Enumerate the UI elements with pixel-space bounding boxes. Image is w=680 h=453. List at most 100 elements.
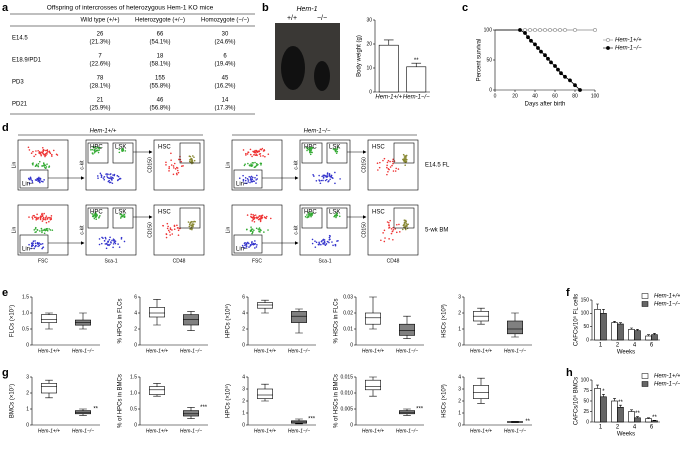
y-axis-label: HPCs (×10⁶) <box>225 304 232 338</box>
event-dot <box>102 177 105 179</box>
event-dot <box>97 151 100 154</box>
event-dot <box>407 223 409 226</box>
genotype-header: Hem-1−/− <box>304 129 331 135</box>
event-dot <box>392 228 395 231</box>
gate-label: LSK <box>329 145 340 151</box>
event-dot <box>264 216 266 219</box>
event-dot <box>117 178 120 181</box>
event-dot <box>255 179 257 181</box>
gate <box>19 169 49 189</box>
event-dot <box>41 247 43 250</box>
flow-y-label: Lin <box>225 161 231 168</box>
event-dot <box>330 174 333 177</box>
event-dot <box>49 229 52 231</box>
event-dot <box>123 213 126 216</box>
panel-label: h <box>566 367 573 379</box>
event-dot <box>105 173 107 175</box>
event-dot <box>326 175 329 177</box>
event-dot <box>403 222 406 225</box>
flow-plot <box>299 139 351 191</box>
table-title: Offspring of intercrosses of heterozygou… <box>47 5 214 12</box>
event-dot <box>259 215 262 217</box>
event-dot <box>110 179 113 181</box>
significance: ** <box>635 411 640 417</box>
event-dot <box>190 225 192 227</box>
event-dot <box>314 246 317 248</box>
event-dot <box>177 229 180 232</box>
event-dot <box>46 227 48 230</box>
event-dot <box>402 153 405 156</box>
event-dot <box>249 230 252 233</box>
box <box>473 385 489 399</box>
event-dot <box>322 242 324 244</box>
event-dot <box>324 179 327 182</box>
gate-label: HPC <box>304 145 317 151</box>
event-dot <box>309 146 312 149</box>
event-dot <box>327 240 329 243</box>
event-dot <box>405 161 407 163</box>
event-dot <box>256 174 258 177</box>
event-dot <box>104 243 107 245</box>
event-dot <box>35 231 37 233</box>
y-tick-label: 100 <box>581 377 590 383</box>
y-tick-label: 0 <box>242 342 245 348</box>
event-dot <box>251 165 253 167</box>
event-dot <box>51 155 53 157</box>
y-axis-label: Percent survival <box>477 39 483 82</box>
event-dot <box>49 152 52 155</box>
x-tick-label: 2 <box>616 425 620 431</box>
event-dot <box>191 228 193 231</box>
event-dot <box>37 216 39 219</box>
event-dot <box>119 177 122 180</box>
point <box>558 28 562 32</box>
event-dot <box>248 246 250 248</box>
table-cell: 78 <box>97 76 104 82</box>
event-dot <box>176 169 179 172</box>
event-dot <box>404 227 407 230</box>
event-dot <box>42 150 45 153</box>
event-dot <box>336 240 338 242</box>
event-dot <box>31 216 34 219</box>
event-dot <box>32 244 35 247</box>
table-cell: 66 <box>157 32 164 38</box>
event-dot <box>32 240 35 243</box>
event-dot <box>120 238 123 240</box>
event-dot <box>46 149 49 151</box>
event-dot <box>305 146 308 149</box>
event-dot <box>386 173 388 176</box>
legend-marker <box>606 46 610 50</box>
gate <box>87 207 109 229</box>
y-axis-label: % of HPCs in BMCs <box>118 374 124 428</box>
point <box>539 49 543 54</box>
event-dot <box>377 169 379 171</box>
event-dot <box>45 154 47 157</box>
y-tick-label: 0.005 <box>340 406 353 412</box>
point <box>518 28 522 32</box>
event-dot <box>387 159 390 162</box>
event-dot <box>390 227 393 230</box>
error-bar <box>618 322 622 324</box>
event-dot <box>120 213 123 216</box>
bar <box>651 334 658 341</box>
event-dot <box>98 147 100 150</box>
bar <box>378 44 399 93</box>
event-dot <box>170 164 173 166</box>
x-tick-label: 40 <box>532 93 538 99</box>
event-dot <box>334 182 336 185</box>
event-dot <box>177 171 180 174</box>
point <box>533 28 537 32</box>
event-dot <box>38 160 41 163</box>
table-cell: 18 <box>157 54 164 60</box>
event-dot <box>307 216 310 218</box>
point <box>538 28 542 32</box>
event-dot <box>251 243 253 246</box>
y-tick-label: 0.010 <box>340 390 353 396</box>
event-dot <box>177 227 179 229</box>
event-dot <box>33 229 36 231</box>
flow-y-label: Lin <box>11 226 17 233</box>
event-dot <box>172 165 175 167</box>
event-dot <box>386 166 388 169</box>
event-dot <box>108 181 111 184</box>
event-dot <box>112 174 114 176</box>
x-tick-label: Hem-1−/− <box>396 428 418 434</box>
